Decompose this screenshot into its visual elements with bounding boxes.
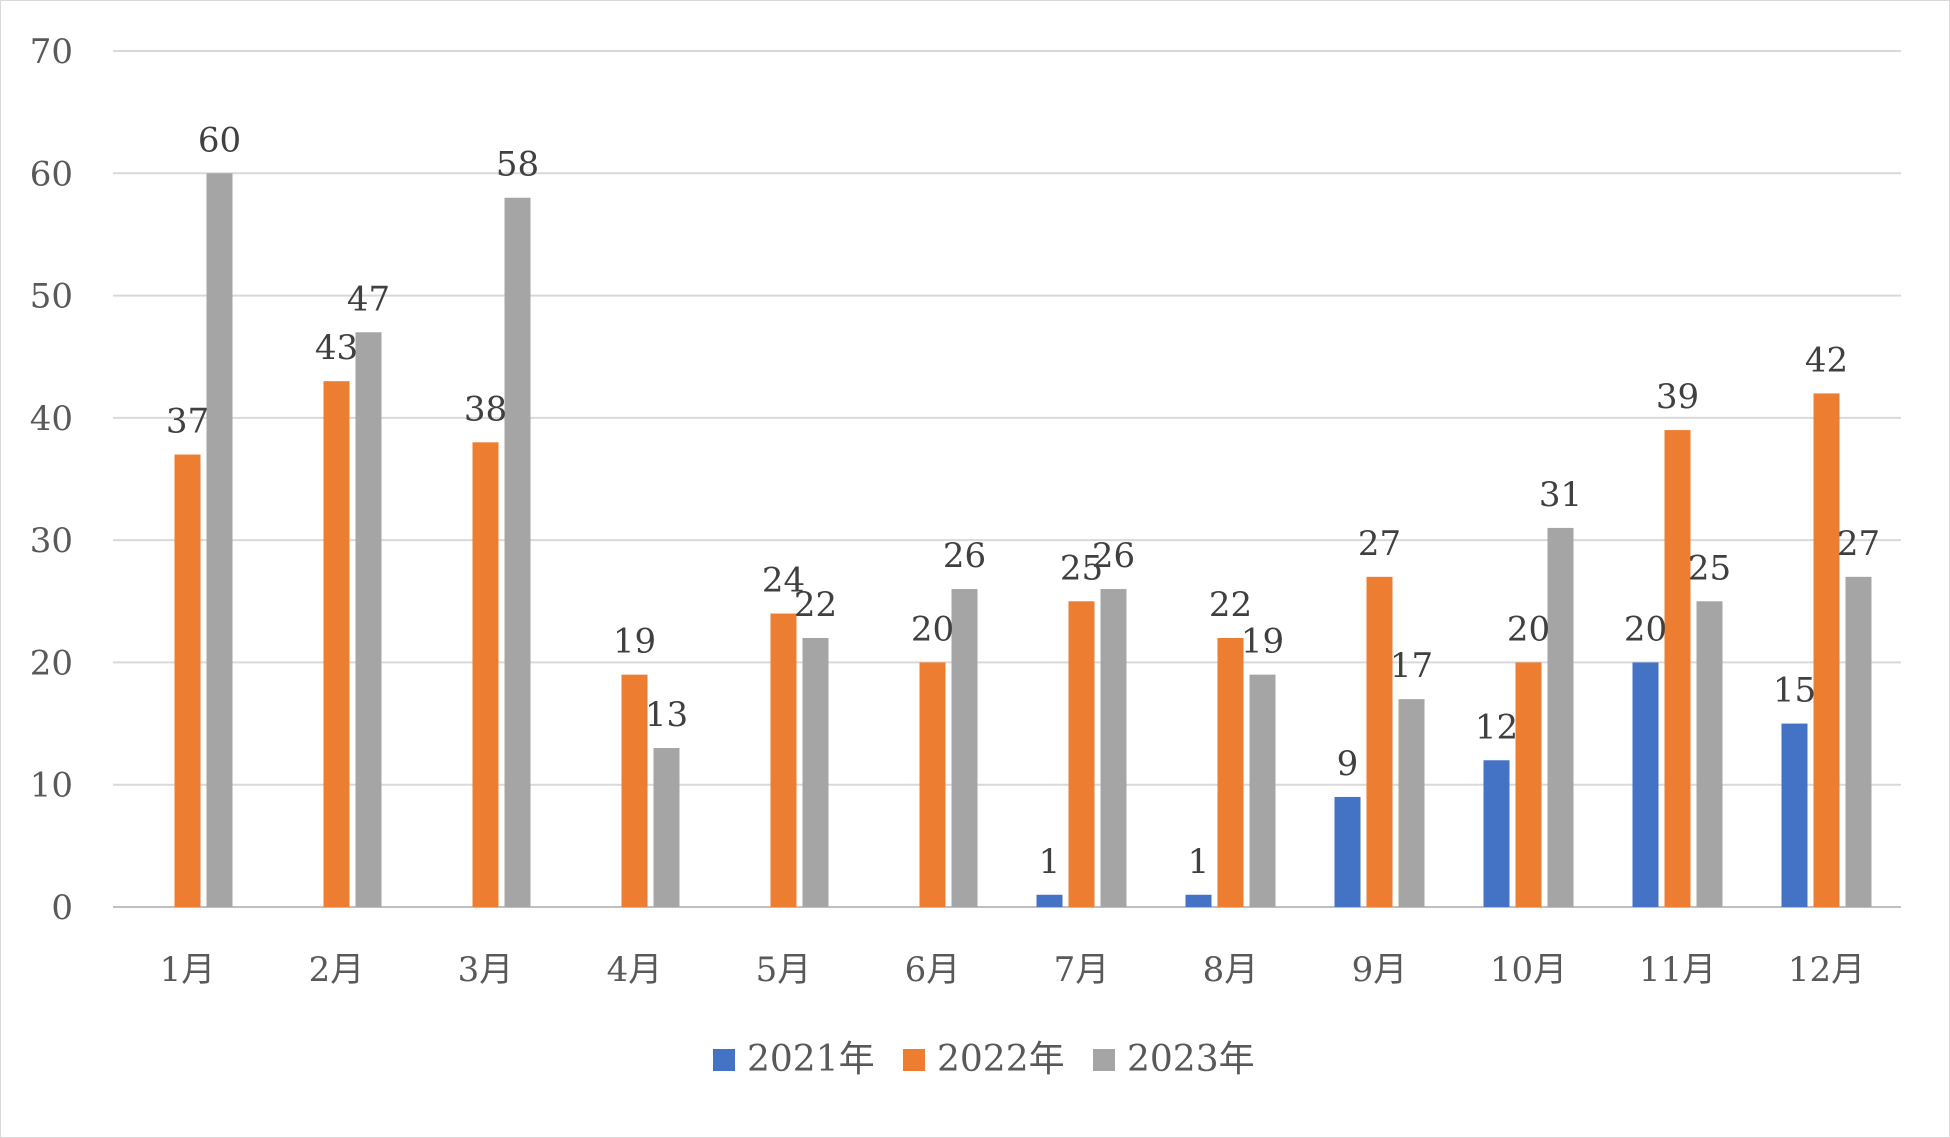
legend-swatch [713,1049,735,1071]
bar-2023年-12月 [1845,576,1872,907]
data-label: 31 [1539,475,1582,515]
x-tick-label: 4月 [607,950,663,990]
data-label: 58 [496,145,539,185]
y-tick-label: 20 [30,643,73,683]
y-axis-ticks: 0 10 20 30 40 50 60 70 [30,32,73,928]
y-tick-label: 30 [30,521,73,561]
x-tick-label: 3月 [458,950,514,990]
bar-2022年-5月 [770,613,797,907]
x-tick-label: 8月 [1203,950,1259,990]
bars [174,173,1872,908]
data-label: 22 [1209,585,1252,625]
x-tick-label: 12月 [1788,950,1865,990]
data-label: 22 [794,585,837,625]
gridlines [113,50,1901,908]
data-label: 38 [464,389,507,429]
bar-2021年-10月 [1483,760,1510,907]
data-label: 20 [1507,609,1550,649]
data-label: 20 [1624,609,1667,649]
bar-2022年-8月 [1217,637,1244,907]
data-label: 25 [1688,548,1731,588]
data-label: 60 [198,120,241,160]
bar-2021年-11月 [1632,662,1659,907]
bar-2023年-5月 [802,637,829,907]
legend-item-2022年: 2022年 [903,1039,1065,1080]
x-tick-label: 6月 [905,950,961,990]
data-label: 26 [1092,536,1135,576]
data-label: 20 [911,609,954,649]
bar-2022年-12月 [1813,393,1840,907]
legend-swatch [1093,1049,1115,1071]
bar-2021年-9月 [1334,796,1361,907]
legend-label: 2023年 [1127,1039,1255,1080]
x-tick-label: 11月 [1639,950,1716,990]
legend-label: 2022年 [937,1039,1065,1080]
bar-2022年-2月 [323,381,350,908]
x-tick-label: 5月 [756,950,812,990]
bar-2023年-6月 [951,589,978,907]
data-label: 27 [1837,524,1880,564]
data-label: 19 [613,622,656,662]
bar-2022年-11月 [1664,430,1691,907]
legend-item-2023年: 2023年 [1093,1039,1255,1080]
data-labels: 3760434738581913242220261252612219927171… [166,120,1880,881]
bar-2022年-4月 [621,674,648,907]
y-tick-label: 40 [30,399,73,439]
data-label: 25 [1060,548,1103,588]
bar-2022年-6月 [919,662,946,907]
bar-2023年-1月 [206,173,233,908]
data-label: 47 [347,279,390,319]
data-label: 19 [1241,622,1284,662]
y-tick-label: 0 [51,888,73,928]
bar-2023年-4月 [653,748,680,907]
bar-2022年-10月 [1515,662,1542,907]
bar-2023年-8月 [1249,674,1276,907]
y-tick-label: 70 [30,32,73,72]
bar-2023年-7月 [1100,589,1127,907]
data-label: 15 [1773,671,1816,711]
data-label: 39 [1656,377,1699,417]
data-label: 26 [943,536,986,576]
data-label: 27 [1358,524,1401,564]
data-label: 1 [1188,842,1210,882]
bar-2023年-11月 [1696,601,1723,907]
bar-2021年-8月 [1185,894,1212,907]
data-label: 9 [1337,744,1359,784]
x-tick-label: 10月 [1490,950,1567,990]
data-label: 1 [1039,842,1061,882]
y-tick-label: 60 [30,154,73,194]
bar-2021年-7月 [1036,894,1063,907]
bar-2022年-7月 [1068,601,1095,907]
y-tick-label: 10 [30,766,73,806]
bar-2023年-9月 [1398,699,1425,907]
data-label: 37 [166,402,209,442]
legend-swatch [903,1049,925,1071]
x-tick-label: 1月 [160,950,216,990]
data-label: 43 [315,328,358,368]
data-label: 42 [1805,340,1848,380]
bar-2023年-10月 [1547,527,1574,907]
data-label: 24 [762,561,805,601]
bar-2022年-9月 [1366,576,1393,907]
y-tick-label: 50 [30,277,73,317]
data-label: 13 [645,695,688,735]
x-tick-label: 7月 [1054,950,1110,990]
data-label: 17 [1390,646,1433,686]
legend: 2021年 2022年 2023年 [713,1039,1255,1080]
bar-2023年-2月 [355,332,382,907]
bar-2022年-3月 [472,442,499,907]
x-axis-ticks: 1月 2月 3月 4月 5月 6月 7月 8月 9月 10月 11月 12月 [160,950,1865,990]
legend-item-2021年: 2021年 [713,1039,875,1080]
x-tick-label: 9月 [1352,950,1408,990]
legend-label: 2021年 [747,1039,875,1080]
x-tick-label: 2月 [309,950,365,990]
data-label: 12 [1475,707,1518,747]
bar-2022年-1月 [174,454,201,907]
bar-2021年-12月 [1781,723,1808,907]
bar-2023年-3月 [504,197,531,907]
